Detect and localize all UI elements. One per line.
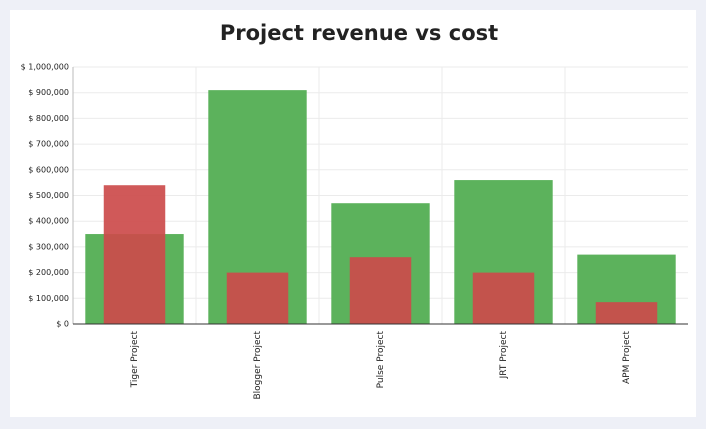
y-tick-label: $ 0 [56, 320, 69, 329]
bar [349, 257, 412, 324]
y-tick-label: $ 900,000 [28, 88, 69, 97]
x-tick-label: APM Project [622, 331, 632, 384]
y-tick-label: $ 200,000 [28, 268, 69, 277]
y-tick-label: $ 800,000 [28, 114, 69, 123]
y-tick-label: $ 700,000 [28, 140, 69, 149]
x-tick-label: JRT Project [499, 331, 509, 380]
bar [103, 185, 166, 324]
y-tick-label: $ 1,000,000 [21, 63, 69, 72]
y-tick-label: $ 600,000 [28, 165, 69, 174]
y-tick-label: $ 400,000 [28, 217, 69, 226]
bar [595, 302, 658, 324]
chart-title: Project revenue vs cost [220, 21, 498, 45]
y-tick-label: $ 300,000 [28, 242, 69, 251]
x-tick-label: Tiger Project [130, 331, 140, 389]
x-tick-label: Pulse Project [376, 331, 386, 389]
x-tick-label: Blogger Project [253, 331, 263, 400]
y-tick-label: $ 100,000 [28, 294, 69, 303]
y-tick-label: $ 500,000 [28, 191, 69, 200]
bar [226, 272, 289, 324]
bar [472, 272, 535, 324]
